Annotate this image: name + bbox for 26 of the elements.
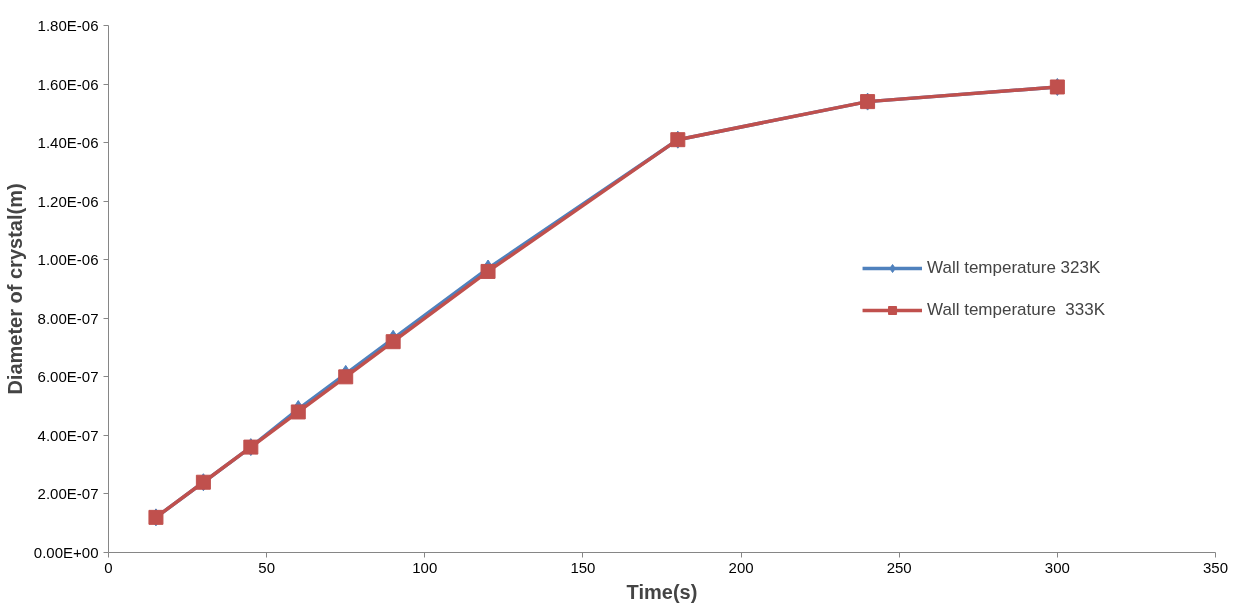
x-tick-label: 50 (258, 558, 275, 576)
x-tick-label: 350 (1202, 558, 1229, 576)
x-tick-label: 300 (1044, 558, 1070, 576)
legend-label: Wall temperature 323K (927, 257, 1101, 278)
x-tick-label: 150 (570, 558, 596, 576)
y-tick-label: 1.20E-06 (37, 192, 99, 210)
y-tick-label: 1.00E-06 (37, 251, 99, 269)
legend-label: Wall temperature 333K (927, 299, 1105, 320)
x-tick-label: 250 (886, 558, 912, 576)
point (385, 334, 401, 350)
x-axis-title: Time(s) (626, 580, 698, 603)
y-tick-label: 1.60E-06 (37, 75, 99, 93)
y-axis-title: Diameter of crystal(m) (3, 183, 26, 395)
x-tick-label: 0 (104, 558, 113, 576)
x-tick-label: 200 (728, 558, 754, 576)
y-tick-label: 8.00E-07 (37, 309, 99, 327)
point (290, 404, 306, 420)
point (480, 263, 496, 279)
x-tick-label: 100 (412, 558, 438, 576)
y-tick-label: 2.00E-07 (37, 485, 99, 503)
y-tick-label: 1.40E-06 (37, 134, 99, 152)
point (338, 369, 354, 385)
y-tick-label: 1.80E-06 (37, 17, 99, 34)
y-tick-label: 6.00E-07 (37, 368, 99, 386)
y-tick-label: 4.00E-07 (37, 426, 99, 444)
y-tick-label: 0.00E+00 (33, 544, 99, 561)
